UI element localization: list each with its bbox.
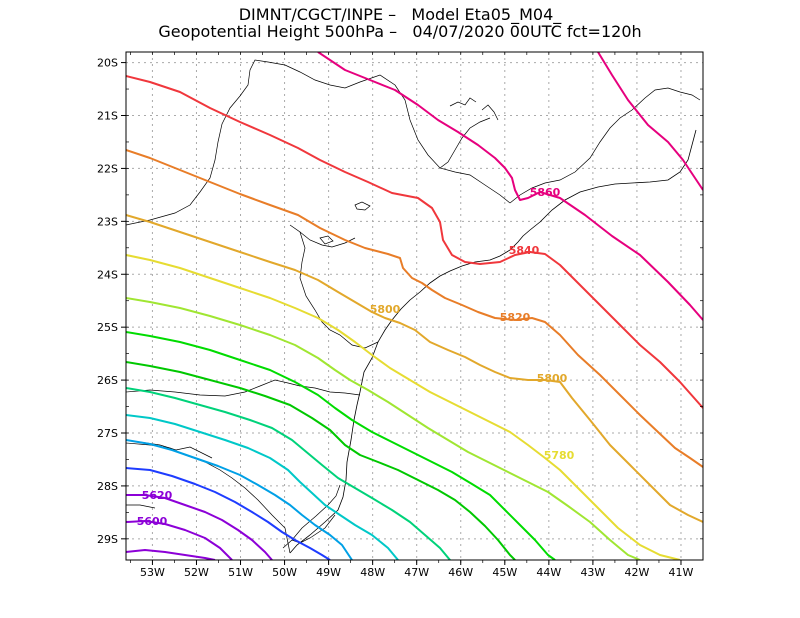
- height-contours: [126, 52, 703, 560]
- title-line-1: DIMNT/CGCT/INPE – Model Eta05_M04_: [238, 5, 562, 24]
- lon-label-43W: 43W: [580, 566, 605, 579]
- latitude-ticks: 20S 21S 22S 23S 24S 25S 26S 27S 28S 29S: [97, 57, 703, 546]
- coastline-and-borders: [126, 59, 701, 554]
- title-line-2: Geopotential Height 500hPa – 04/07/2020 …: [158, 22, 642, 41]
- lat-label-26S: 26S: [97, 374, 118, 387]
- lon-label-53W: 53W: [140, 566, 165, 579]
- longitude-ticks: 53W 52W 51W 50W 49W 48W 47W 46W 45W 44W 43W 42W 41W: [130, 52, 694, 579]
- contour-line: [126, 331, 556, 560]
- lat-label-27S: 27S: [97, 427, 118, 440]
- contour-label-5840: 5840: [509, 244, 540, 257]
- lat-label-20S: 20S: [97, 57, 118, 70]
- plot-frame: [125, 51, 704, 561]
- contour-label-5620: 5620: [142, 489, 173, 502]
- contour-label-5800: 5800: [537, 372, 568, 385]
- lat-label-24S: 24S: [97, 268, 118, 281]
- lon-label-45W: 45W: [492, 566, 517, 579]
- lon-label-42W: 42W: [624, 566, 649, 579]
- gridlines: [126, 52, 703, 560]
- lat-label-22S: 22S: [97, 162, 118, 175]
- contour-line: [126, 75, 703, 409]
- contour-label-5780: 5780: [544, 449, 575, 462]
- lon-label-48W: 48W: [360, 566, 385, 579]
- lat-label-25S: 25S: [97, 321, 118, 334]
- contour-line: [126, 520, 233, 560]
- lon-label-50W: 50W: [272, 566, 297, 579]
- lon-label-41W: 41W: [669, 566, 694, 579]
- lat-label-21S: 21S: [97, 110, 118, 123]
- lon-label-49W: 49W: [316, 566, 341, 579]
- contour-line: [317, 52, 703, 321]
- contour-line: [126, 149, 703, 468]
- contour-line: [126, 549, 216, 560]
- contour-line: [126, 387, 451, 560]
- contour-label-5600: 5600: [137, 515, 168, 528]
- contour-line: [126, 214, 703, 523]
- contour-line: [126, 361, 516, 560]
- lon-label-47W: 47W: [404, 566, 429, 579]
- lat-label-23S: 23S: [97, 215, 118, 228]
- lat-label-29S: 29S: [97, 533, 118, 546]
- contour-label-5800: 5800: [370, 303, 401, 316]
- contour-line: [126, 414, 399, 560]
- contour-line: [126, 439, 353, 560]
- contour-line: [126, 494, 273, 560]
- contour-labels: 5860 5840 5820 5800 5800 5780 5620 5600: [137, 186, 575, 528]
- contour-line: [126, 297, 641, 560]
- lon-label-46W: 46W: [448, 566, 473, 579]
- lat-label-28S: 28S: [97, 480, 118, 493]
- lon-label-52W: 52W: [184, 566, 209, 579]
- contour-label-5820: 5820: [500, 311, 531, 324]
- chart-title: DIMNT/CGCT/INPE – Model Eta05_M04_ Geopo…: [0, 6, 800, 40]
- lon-label-51W: 51W: [228, 566, 253, 579]
- contour-line: [126, 254, 681, 560]
- lon-label-44W: 44W: [536, 566, 561, 579]
- contour-label-5860: 5860: [530, 186, 561, 199]
- contour-line: [126, 467, 331, 560]
